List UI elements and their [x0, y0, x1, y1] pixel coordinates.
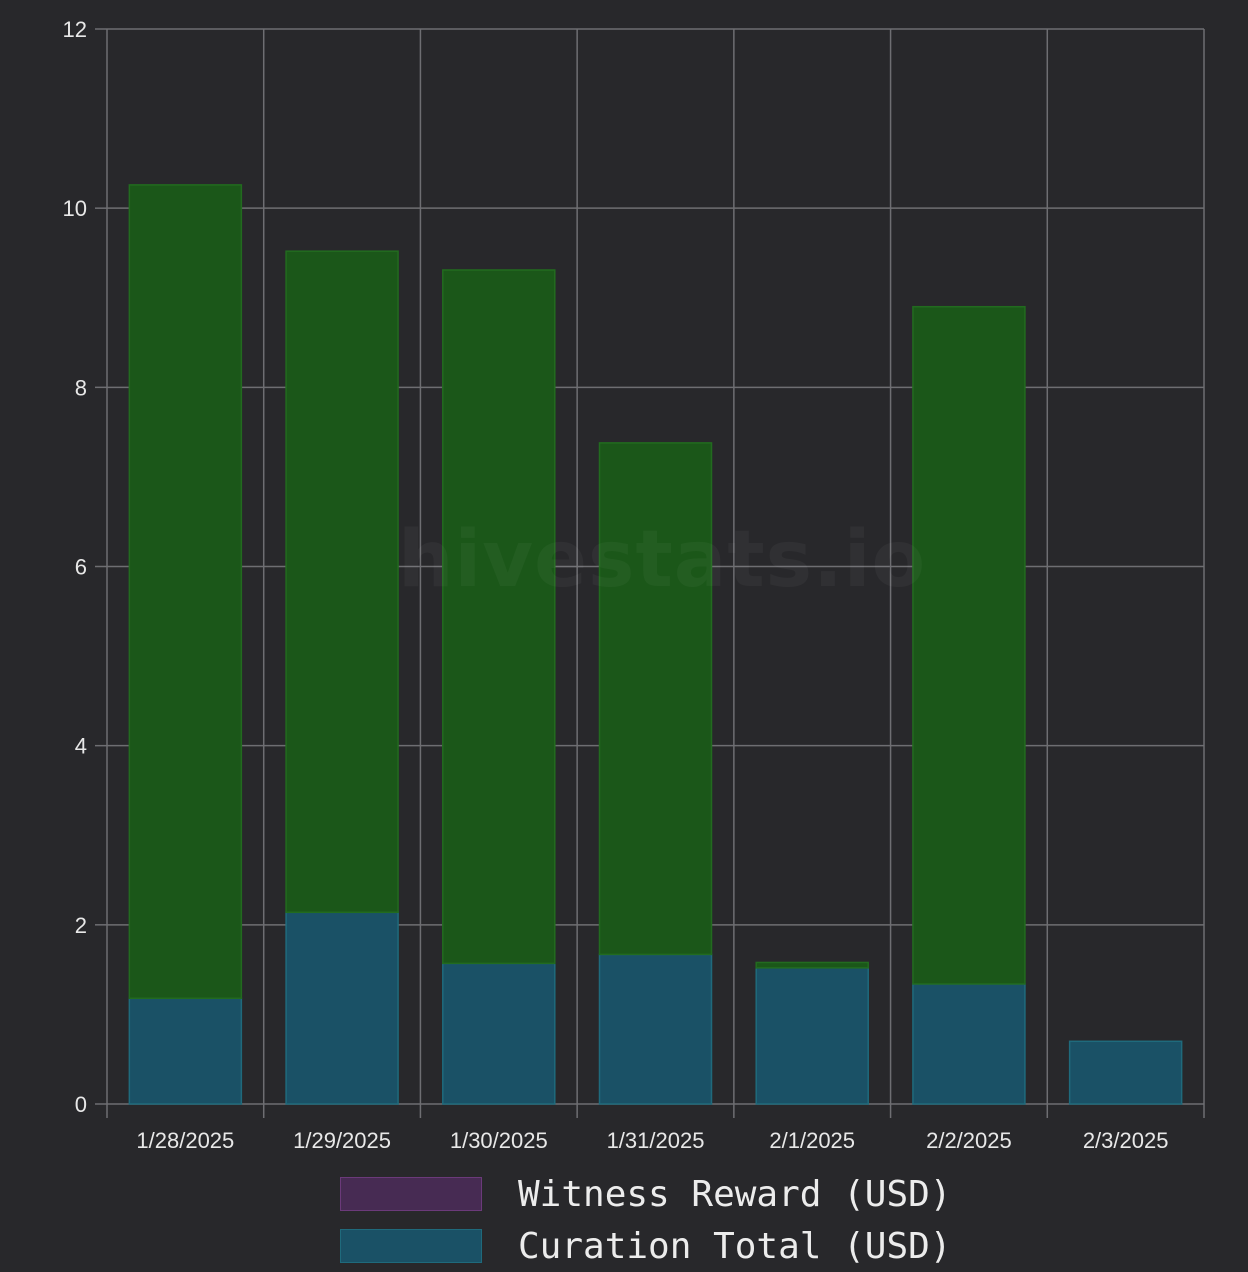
bar-author-reward [598, 442, 713, 956]
bar-curation-total [1068, 1040, 1183, 1105]
y-tick-label: 8 [75, 375, 87, 400]
bars [128, 184, 1183, 1105]
x-tick-label: 1/31/2025 [607, 1128, 705, 1153]
bar-author-reward [442, 269, 556, 965]
x-tick-label: 2/2/2025 [926, 1128, 1012, 1153]
bar-curation-total [598, 953, 713, 1105]
legend-swatch-curation-total [340, 1229, 482, 1263]
stacked-bar-chart: 0 2 4 6 8 10 12 1/28/2025 1/29/2025 1/30/2025 1/31… [63, 17, 1205, 1153]
x-tick-label: 2/3/2025 [1083, 1128, 1169, 1153]
bar-author-reward [755, 961, 869, 969]
bar-curation-total [285, 911, 399, 1105]
y-tick-label: 2 [75, 913, 87, 938]
x-tick-label: 1/30/2025 [450, 1128, 548, 1153]
y-tick-label: 0 [75, 1092, 87, 1117]
axes: 0 2 4 6 8 10 12 1/28/2025 1/29/2025 1/30/2025 1/31… [63, 17, 1205, 1153]
legend: Witness Reward (USD) Curation Total (USD… [340, 1168, 951, 1272]
y-tick-label: 6 [75, 555, 87, 580]
x-tick-label: 1/28/2025 [136, 1128, 234, 1153]
legend-swatch-witness-reward [340, 1177, 482, 1211]
x-tick-label: 1/29/2025 [293, 1128, 391, 1153]
grid-lines [106, 28, 1205, 1105]
bar-curation-total [755, 967, 869, 1105]
bar-author-reward [912, 305, 1026, 985]
bar-curation-total [128, 997, 243, 1105]
legend-label-curation-total: Curation Total (USD) [518, 1225, 952, 1267]
y-tick-label: 4 [75, 734, 87, 759]
bar-author-reward [128, 184, 243, 1000]
y-tick-label: 12 [63, 17, 87, 42]
legend-item-witness-reward[interactable]: Witness Reward (USD) [340, 1168, 951, 1220]
y-tick-label: 10 [63, 196, 87, 221]
x-tick-label: 2/1/2025 [769, 1128, 855, 1153]
bar-curation-total [442, 962, 556, 1105]
bar-curation-total [912, 983, 1026, 1105]
legend-label-witness-reward: Witness Reward (USD) [518, 1173, 952, 1215]
bar-author-reward [285, 250, 399, 914]
